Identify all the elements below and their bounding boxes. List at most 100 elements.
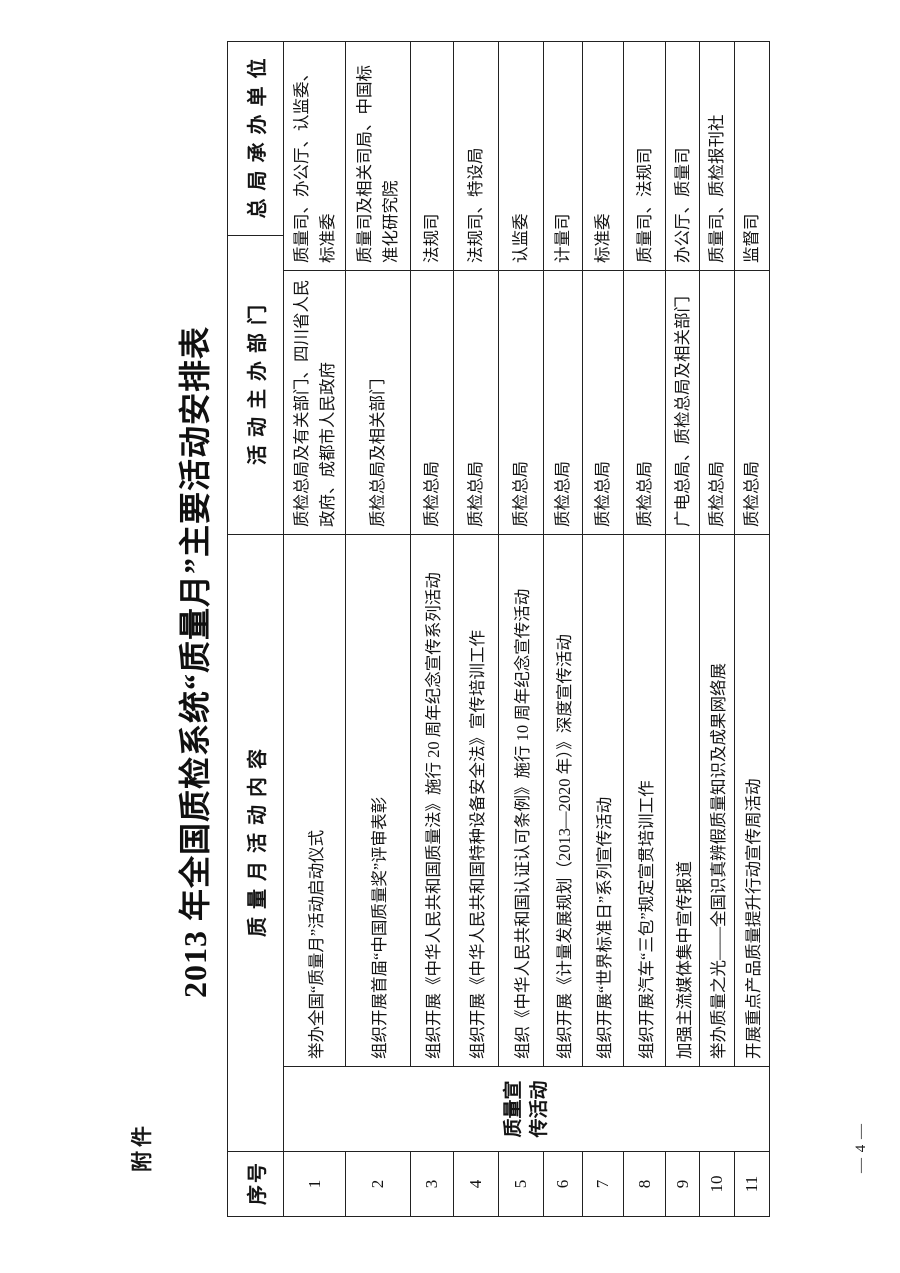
activity-content-cell: 组织开展《中华人民共和国质量法》施行 20 周年纪念宣传系列活动: [410, 534, 454, 1067]
undertaker-cell: 质量司、办公厅、认监委、 标准委: [283, 41, 346, 271]
activity-content-cell-text: 组织开展《中华人民共和国特种设备安全法》宣传培训工作: [468, 630, 487, 1059]
row-number-cell: 9: [665, 1151, 700, 1217]
undertaker-cell-text: 质量司、质检报刊社: [707, 114, 726, 264]
activity-content-cell: 加强主流媒体集中宣传报道: [665, 534, 700, 1067]
row-number-cell-text: 5: [511, 1179, 530, 1189]
row-number-cell: 4: [453, 1151, 499, 1217]
organizer-cell-text: 质检总局: [466, 461, 485, 527]
row-number-cell-text: 1: [304, 1179, 324, 1189]
organizer-cell-text: 质检总局: [553, 461, 572, 527]
organizer-cell: 质检总局: [582, 270, 624, 535]
column-header-organizer-text: 活动主办部门: [247, 297, 269, 465]
activity-content-cell-text: 组织开展《中华人民共和国质量法》施行 20 周年纪念宣传系列活动: [424, 572, 443, 1059]
activity-content-cell-text: 举办全国“质量月”活动启动仪式: [306, 829, 326, 1059]
organizer-cell-text: 质检总局: [422, 461, 441, 527]
organizer-cell: 质检总局: [498, 270, 544, 535]
undertaker-cell: 认监委: [498, 41, 544, 271]
organizer-cell-text: 质检总局: [634, 461, 654, 527]
document-title: 2013 年全国质检系统“质量月”主要活动安排表: [177, 326, 213, 999]
activity-content-cell-text: 组织开展“世界标准日”系列宣传活动: [595, 796, 614, 1059]
activity-content-cell: 组织开展首届“中国质量奖”评审表彰: [345, 534, 411, 1067]
activity-content-cell-text: 组织开展汽车“三包”规定宣贯培训工作: [636, 780, 656, 1059]
organizer-cell-text: 质检总局及有关部门、四川省人民 政府、成都市人民政府: [291, 279, 337, 528]
undertaker-cell-text: 质量司、办公厅、认监委、 标准委: [291, 65, 337, 263]
category-merged-cell: 质量宣 传活动: [283, 1066, 770, 1152]
organizer-cell: 质检总局: [699, 270, 735, 535]
column-header-index-text: 序号: [247, 1161, 269, 1205]
undertaker-cell: 监督司: [734, 41, 770, 271]
organizer-cell: 质检总局: [453, 270, 499, 535]
row-number-cell-text: 11: [742, 1175, 761, 1193]
undertaker-cell-text: 计量司: [553, 213, 572, 264]
row-number-cell: 11: [734, 1151, 770, 1217]
organizer-cell: 质检总局: [734, 270, 770, 535]
row-number-cell: 2: [345, 1151, 411, 1217]
column-header-organizer: 活动主办部门: [227, 235, 284, 535]
organizer-cell-text: 质检总局: [707, 461, 726, 527]
row-number-cell-text: 6: [553, 1179, 572, 1189]
activity-content-cell: 组织《中华人民共和国认证认可条例》施行 10 周年纪念宣传活动: [498, 534, 544, 1067]
undertaker-cell: 质量司及相关司局、中国标 准化研究院: [345, 41, 411, 271]
organizer-cell-text: 质检总局: [593, 461, 612, 527]
activity-table: 序号 质量月活动内容 活动主办部门 总局承办单位质量宣 传活动 1 举办全国“质量月”活动…: [227, 41, 770, 1217]
row-number-cell-text: 9: [672, 1179, 692, 1189]
undertaker-cell-text: 法规司: [422, 213, 441, 264]
activity-content-cell-text: 开展重点产品质量提升行动宣传周活动: [744, 778, 763, 1060]
undertaker-cell-text: 办公厅、质量司: [672, 147, 692, 264]
organizer-cell-text: 质检总局: [511, 461, 530, 527]
undertaker-cell: 计量司: [543, 41, 583, 271]
activity-content-cell-text: 组织开展首届“中国质量奖”评审表彰: [370, 796, 389, 1059]
activity-content-cell-text: 举办质量之光——全国识真辨假质量知识及成果网络展: [709, 663, 728, 1059]
undertaker-cell: 法规司: [410, 41, 454, 271]
organizer-cell-text: 广电总局、质检总局及相关部门: [672, 296, 692, 527]
activity-content-cell: 举办质量之光——全国识真辨假质量知识及成果网络展: [699, 534, 735, 1067]
row-number-cell: 7: [582, 1151, 624, 1217]
column-header-content: 质量月活动内容: [227, 534, 284, 1152]
row-number-cell: 6: [543, 1151, 583, 1217]
activity-content-cell: 组织开展“世界标准日”系列宣传活动: [582, 534, 624, 1067]
page-number: — 4 —: [853, 1123, 869, 1173]
undertaker-cell-text: 标准委: [593, 213, 612, 264]
organizer-cell: 质检总局: [623, 270, 666, 535]
undertaker-cell: 标准委: [582, 41, 624, 271]
undertaker-cell-text: 认监委: [511, 213, 530, 264]
row-number-cell: 10: [699, 1151, 735, 1217]
row-number-cell: 3: [410, 1151, 454, 1217]
activity-content-cell-text: 组织开展《计量发展规划（2013—2020 年）》深度宣传活动: [555, 634, 574, 1059]
organizer-cell: 广电总局、质检总局及相关部门: [665, 270, 700, 535]
organizer-cell: 质检总局及有关部门、四川省人民 政府、成都市人民政府: [283, 270, 346, 535]
row-number-cell-text: 4: [466, 1179, 485, 1189]
undertaker-cell-text: 监督司: [742, 213, 761, 264]
undertaker-cell-text: 法规司、特设局: [466, 147, 485, 264]
row-number-cell-text: 2: [368, 1179, 387, 1189]
undertaker-cell: 质量司、法规司: [623, 41, 666, 271]
column-header-content-text: 质量月活动内容: [247, 741, 269, 937]
activity-content-cell: 组织开展汽车“三包”规定宣贯培训工作: [623, 534, 666, 1067]
undertaker-cell: 质量司、质检报刊社: [699, 41, 735, 271]
row-number-cell-text: 3: [422, 1179, 441, 1189]
organizer-cell: 质检总局及相关部门: [345, 270, 411, 535]
undertaker-cell: 法规司、特设局: [453, 41, 499, 271]
organizer-cell: 质检总局: [410, 270, 454, 535]
column-header-undertaker: 总局承办单位: [227, 41, 284, 236]
organizer-cell-text: 质检总局及相关部门: [368, 378, 387, 528]
undertaker-cell-text: 质量司及相关司局、中国标 准化研究院: [355, 65, 400, 263]
undertaker-cell-text: 质量司、法规司: [634, 147, 654, 264]
row-number-cell-text: 8: [634, 1179, 654, 1189]
activity-content-cell-text: 加强主流媒体集中宣传报道: [674, 861, 694, 1059]
activity-content-cell: 开展重点产品质量提升行动宣传周活动: [734, 534, 770, 1067]
activity-content-cell: 举办全国“质量月”活动启动仪式: [283, 534, 346, 1067]
organizer-cell: 质检总局: [543, 270, 583, 535]
row-number-cell: 1: [283, 1151, 346, 1217]
category-merged-cell-text: 质量宣 传活动: [502, 1080, 550, 1138]
organizer-cell-text: 质检总局: [742, 461, 761, 527]
undertaker-cell: 办公厅、质量司: [665, 41, 700, 271]
attachment-label: 附件: [131, 1122, 154, 1172]
row-number-cell-text: 10: [707, 1175, 726, 1193]
row-number-cell: 5: [498, 1151, 544, 1217]
column-header-undertaker-text: 总局承办单位: [247, 50, 269, 219]
column-header-index: 序号: [227, 1151, 284, 1217]
row-number-cell-text: 7: [593, 1179, 612, 1189]
activity-content-cell-text: 组织《中华人民共和国认证认可条例》施行 10 周年纪念宣传活动: [513, 588, 532, 1059]
